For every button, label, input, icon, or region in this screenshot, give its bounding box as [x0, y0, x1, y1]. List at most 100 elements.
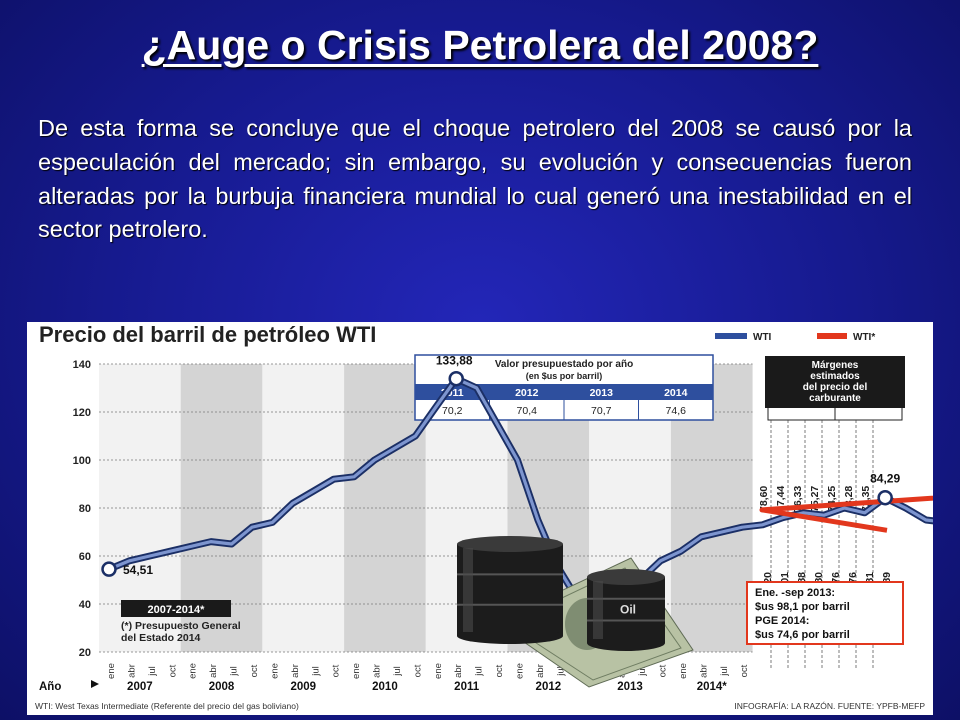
oil-barrel-top: [457, 536, 563, 552]
legend-wti-label: WTI: [753, 332, 772, 343]
y-tick-label: 100: [73, 455, 91, 467]
year-label: 2011: [454, 681, 480, 693]
legend: WTI WTI*: [715, 332, 875, 343]
budget-table-value: 70,7: [591, 405, 612, 417]
month-tick-label: jul: [310, 666, 321, 677]
month-tick-label: ene: [106, 663, 117, 679]
year-label: 2009: [290, 681, 316, 693]
year-label: 2013: [617, 681, 643, 693]
dollar-bill-border: [505, 567, 682, 681]
month-tick-label: ene: [678, 663, 689, 679]
margin-upper-label: 78,60: [758, 486, 770, 512]
data-point-marker: [877, 489, 893, 506]
margin-upper-label: 77,44: [775, 486, 787, 512]
month-tick-label: abr: [372, 664, 383, 678]
info-box: [746, 581, 904, 645]
margins-bracket: [767, 408, 903, 421]
oil-barrel-shine: [593, 581, 603, 639]
info-box-line: $us 98,1 por barril: [755, 601, 850, 613]
budget-table-header: 2014: [664, 387, 688, 399]
month-tick-label: oct: [249, 664, 260, 677]
data-point-label: 133,88: [436, 354, 473, 368]
footnote-line: (*) Presupuesto General: [121, 620, 241, 632]
oil-barrel-top: [587, 569, 665, 585]
legend-wti-star-label: WTI*: [853, 332, 875, 343]
month-tick-label: abr: [453, 664, 464, 678]
month-tick-label: abr: [698, 664, 709, 678]
budget-table-header: 2013: [590, 387, 614, 399]
margins-box: [765, 356, 905, 408]
period-badge: [121, 600, 231, 617]
month-tick-label: jul: [474, 666, 485, 677]
source-left: WTI: West Texas Intermediate (Referente …: [35, 701, 299, 711]
budget-table-value: 70,4: [517, 405, 538, 417]
oil-barrel-bottom: [457, 628, 563, 644]
margins-box-text: estimados: [810, 371, 860, 382]
data-point-marker: [448, 370, 464, 387]
wti-chart: Precio del barril de petróleo WTI WTI WT…: [35, 322, 960, 711]
year-label: 2007: [127, 681, 153, 693]
month-tick-label: oct: [739, 664, 750, 677]
month-tick-label: abr: [126, 664, 137, 678]
year-label: 2010: [372, 681, 398, 693]
y-tick-label: 120: [73, 407, 91, 419]
month-tick-label: jul: [147, 666, 158, 677]
budget-table-value: 74,6: [666, 405, 687, 417]
oil-barrel-label: Oil: [620, 602, 636, 616]
month-tick-label: oct: [167, 664, 178, 677]
month-tick-label: jul: [555, 666, 566, 677]
wti-star-series-line: [759, 493, 960, 533]
month-tick-label: oct: [494, 664, 505, 677]
month-tick-label: ene: [433, 663, 444, 679]
chart-title: Precio del barril de petróleo WTI: [39, 322, 376, 347]
month-tick-label: abr: [290, 664, 301, 678]
info-box-line: PGE 2014:: [755, 615, 809, 627]
y-tick-label: 140: [73, 359, 91, 371]
month-tick-label: ene: [188, 663, 199, 679]
footnote-line: del Estado 2014: [121, 632, 201, 644]
chart-infographic: Precio del barril de petróleo WTI WTI WT…: [27, 322, 960, 715]
month-tick-label: ene: [269, 663, 280, 679]
year-row-label: Año: [39, 681, 61, 693]
slide-title: ¿Auge o Crisis Petrolera del 2008?: [141, 22, 819, 68]
margins-box-text: del precio del: [803, 382, 868, 393]
month-tick-label: oct: [331, 664, 342, 677]
month-tick-label: jul: [392, 666, 403, 677]
data-point-marker: [101, 561, 117, 577]
month-tick-label: jul: [719, 666, 730, 677]
y-tick-label: 20: [79, 647, 91, 659]
budget-table-title: Valor presupuestado por año: [495, 359, 633, 370]
month-tick-label: abr: [208, 664, 219, 678]
margins-box-text: carburante: [809, 393, 861, 404]
data-point-label: 84,29: [870, 472, 900, 486]
period-badge-label: 2007-2014*: [148, 604, 206, 616]
source-right: INFOGRAFÍA: LA RAZÓN. FUENTE: YPFB-MEFP: [734, 701, 925, 711]
budget-table: Valor presupuestado por año(en $us por b…: [414, 354, 714, 421]
info-box-line: Ene. -sep 2013:: [755, 587, 835, 599]
month-tick-label: ene: [515, 663, 526, 679]
year-label: 2012: [536, 681, 562, 693]
oil-barrel-shine: [463, 548, 473, 632]
slide-body-text: De esta forma se concluye que el choque …: [38, 115, 912, 243]
year-label: 2008: [209, 681, 235, 693]
oil-barrels-dollar-image: Oil: [457, 536, 694, 688]
wti-series-line: [108, 377, 960, 608]
month-tick-label: jul: [637, 666, 648, 677]
month-tick-label: jul: [229, 666, 240, 677]
data-point-label: 54,51: [123, 563, 153, 577]
budget-table-header: 2012: [515, 387, 539, 399]
y-tick-label: 40: [79, 599, 91, 611]
month-tick-label: oct: [412, 664, 423, 677]
year-label: 2014*: [697, 681, 728, 693]
info-box-line: $us 74,6 por barril: [755, 629, 850, 641]
y-tick-label: 60: [79, 551, 91, 563]
budget-table-subtitle: (en $us por barril): [526, 371, 603, 381]
y-tick-label: 80: [79, 503, 91, 515]
year-row-arrow: [91, 680, 99, 688]
month-tick-label: ene: [351, 663, 362, 679]
oil-barrel-body: [457, 544, 563, 636]
month-tick-label: abr: [535, 664, 546, 678]
month-tick-label: oct: [657, 664, 668, 677]
oil-barrel-bottom: [587, 635, 665, 651]
